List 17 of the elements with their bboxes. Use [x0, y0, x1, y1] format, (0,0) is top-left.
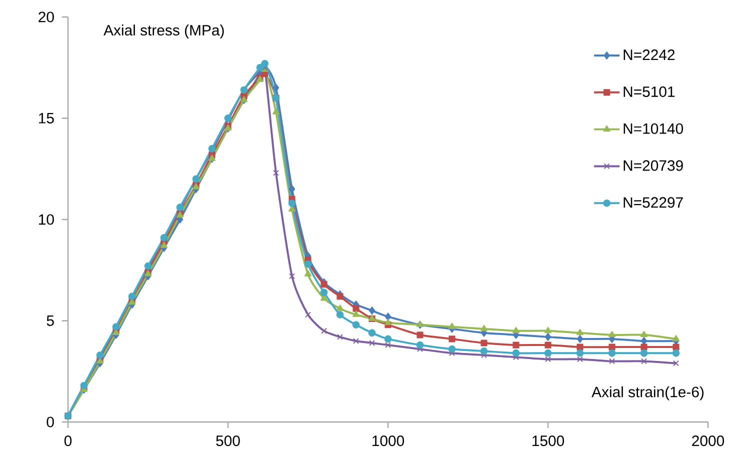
- y-tick-label: 20: [38, 12, 54, 22]
- legend-label: N=5101: [624, 86, 675, 98]
- legend-label: N=2242: [624, 50, 675, 60]
- y-tick-label: 0: [46, 416, 54, 428]
- x-tick-label: 1500: [532, 436, 564, 446]
- y-tick-label: 15: [39, 113, 54, 124]
- x-tick-label: 500: [216, 436, 240, 446]
- y-axis-title: Axial stress (MPa): [104, 24, 224, 38]
- x-tick-label: 2000: [692, 436, 724, 446]
- legend-label: N=52297: [624, 197, 683, 208]
- x-axis-title: Axial strain(1e-6): [592, 386, 704, 400]
- legend-label: N=20739: [624, 160, 683, 171]
- y-tick-label: 5: [46, 316, 54, 326]
- legend-label: N=10140: [624, 123, 684, 134]
- y-tick-label: 10: [39, 214, 54, 225]
- x-tick-label: 0: [64, 436, 72, 446]
- x-tick-label: 1000: [372, 436, 404, 446]
